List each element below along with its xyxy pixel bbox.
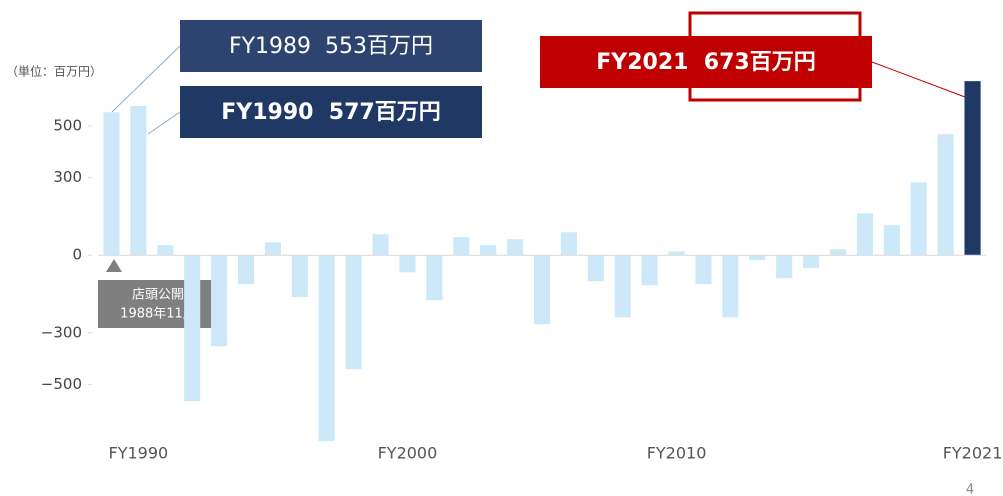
bar xyxy=(291,255,308,298)
bar xyxy=(211,255,228,347)
bar xyxy=(964,81,981,256)
leader-line xyxy=(871,61,966,98)
bar xyxy=(345,255,362,370)
bar xyxy=(184,255,201,402)
y-tick-label: 0 xyxy=(72,246,82,264)
bar xyxy=(372,234,389,256)
leader-line xyxy=(111,45,181,113)
callout-box xyxy=(540,36,872,88)
bar xyxy=(480,245,497,256)
bar xyxy=(937,134,954,256)
note-text: 1988年11月 xyxy=(120,307,196,322)
bar xyxy=(722,255,739,318)
bar xyxy=(776,255,793,279)
bar xyxy=(803,255,820,269)
bar xyxy=(883,225,900,256)
x-tick-label: FY2010 xyxy=(647,444,707,463)
y-tick-label: −500 xyxy=(41,375,82,393)
bar xyxy=(318,255,335,442)
bar xyxy=(453,237,470,256)
page-number: 4 xyxy=(966,483,974,496)
bar xyxy=(587,255,604,282)
bar xyxy=(560,232,577,256)
bar xyxy=(399,255,416,273)
bar xyxy=(426,255,443,301)
highlight-frame xyxy=(688,11,862,102)
bar xyxy=(695,255,712,285)
y-tick-label: −300 xyxy=(41,323,82,341)
bar xyxy=(641,255,658,286)
marker-triangle xyxy=(106,259,122,272)
x-tick-label: FY2021 xyxy=(943,444,1003,463)
callout-text: FY1989 553百万円 xyxy=(229,34,433,59)
note-text: 店頭公開 xyxy=(132,288,184,303)
leader-line xyxy=(147,111,181,135)
bar xyxy=(533,255,551,325)
bar xyxy=(157,245,174,256)
callout-box xyxy=(180,20,482,72)
y-tick-label: 300 xyxy=(53,168,82,186)
x-tick-label: FY1990 xyxy=(109,444,169,463)
unit-label: （単位：百万円） xyxy=(6,64,102,79)
bar xyxy=(856,213,873,256)
callout-text: FY1990 577百万円 xyxy=(221,100,440,125)
bar xyxy=(130,105,147,256)
callout-text: FY2021 673百万円 xyxy=(596,50,815,75)
bar xyxy=(103,112,120,256)
bar xyxy=(910,182,927,256)
x-tick-label: FY2000 xyxy=(378,444,438,463)
bar xyxy=(829,249,847,256)
y-tick-label: 500 xyxy=(53,116,82,134)
callout-box xyxy=(180,86,482,138)
bar xyxy=(749,255,766,261)
bar xyxy=(614,255,631,318)
bar xyxy=(264,242,281,256)
bar xyxy=(668,251,685,256)
bar xyxy=(507,239,524,256)
bar xyxy=(237,255,255,285)
